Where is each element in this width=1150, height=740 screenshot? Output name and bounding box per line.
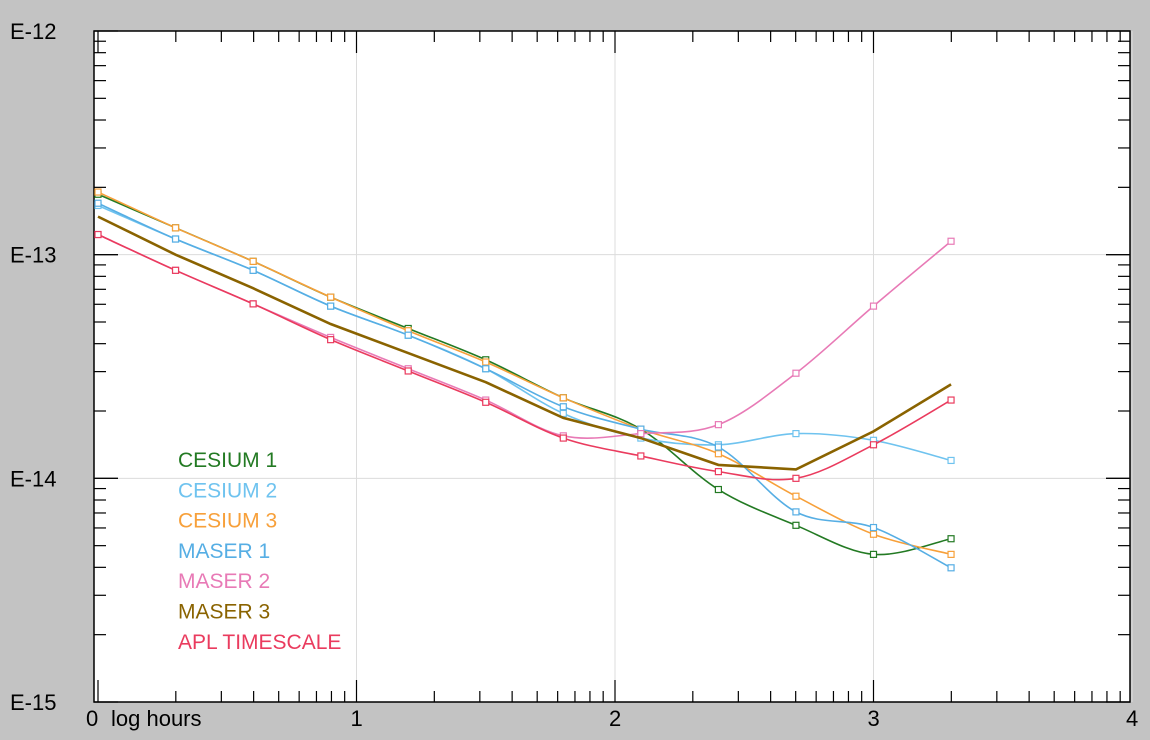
data-point (714, 450, 723, 458)
x-tick-label: 4 (1126, 706, 1138, 731)
y-tick-label: E-14 (10, 466, 56, 491)
data-point (637, 452, 645, 460)
data-point (327, 336, 335, 344)
data-point (327, 293, 335, 301)
data-point (869, 550, 878, 558)
x-tick-label: 2 (609, 706, 621, 731)
legend-entry: CESIUM 3 (178, 510, 277, 533)
legend-entry: MASER 3 (178, 601, 270, 624)
x-tick-label: 1 (351, 706, 363, 731)
data-point (94, 230, 102, 239)
data-point (94, 199, 102, 207)
data-point (249, 257, 257, 265)
x-tick-label: 0 (86, 706, 98, 731)
data-point (559, 394, 567, 402)
data-point (327, 302, 335, 310)
data-point (792, 474, 800, 482)
data-point (559, 409, 567, 418)
data-point (869, 302, 878, 310)
legend: CESIUM 1 CESIUM 2 CESIUM 3 MASER 1 MASER 2 MA… (178, 449, 341, 654)
x-axis-label: log hours (111, 706, 202, 731)
data-point (714, 421, 723, 429)
data-point (171, 235, 180, 243)
legend-entry: APL TIMESCALE (178, 631, 341, 654)
data-point (249, 300, 257, 308)
data-point (792, 430, 800, 438)
data-point (482, 358, 490, 366)
data-point (559, 403, 567, 411)
data-point (869, 523, 878, 532)
data-point (947, 396, 955, 404)
data-point (947, 237, 955, 245)
series-line (97, 233, 952, 481)
y-tick-labels: E-12 E-13 E-14 E-15 (10, 19, 56, 715)
data-point (94, 188, 102, 196)
data-point (249, 266, 257, 274)
data-point (482, 398, 490, 406)
legend-entry: CESIUM 1 (178, 449, 277, 472)
data-point (792, 492, 800, 500)
series-maser-1 (94, 199, 955, 572)
x-tick-labels: 0 1 2 3 4 (86, 706, 1138, 731)
data-point (792, 508, 800, 516)
data-point (559, 434, 567, 442)
grid-lines (94, 31, 1133, 702)
data-point (714, 485, 723, 494)
series-maser-3 (97, 215, 952, 471)
x-tick-label: 3 (868, 706, 880, 731)
data-point (171, 266, 180, 274)
data-point (171, 224, 180, 232)
legend-entry: MASER 1 (178, 540, 270, 563)
data-point (714, 443, 723, 451)
legend-entry: CESIUM 2 (178, 479, 277, 502)
data-point (482, 365, 490, 373)
data-point (947, 456, 955, 465)
data-point (792, 369, 800, 377)
data-point (947, 535, 955, 543)
y-tick-label: E-15 (10, 690, 56, 715)
series-line (97, 215, 952, 471)
data-point (947, 564, 955, 572)
series-apl-timescale (94, 230, 955, 482)
data-point (714, 468, 723, 476)
axis-ticks (94, 30, 1130, 703)
data-point (404, 331, 412, 339)
data-point (637, 430, 645, 438)
data-point (869, 530, 878, 538)
y-tick-label: E-12 (10, 19, 56, 44)
plot-area (93, 30, 1131, 703)
data-point (869, 441, 878, 449)
series-line (97, 202, 952, 569)
legend-entry: MASER 2 (178, 570, 270, 593)
data-point (792, 521, 800, 529)
data-point (404, 367, 412, 375)
data-point (947, 550, 955, 558)
series-layer (94, 188, 955, 572)
y-tick-label: E-13 (10, 243, 56, 268)
